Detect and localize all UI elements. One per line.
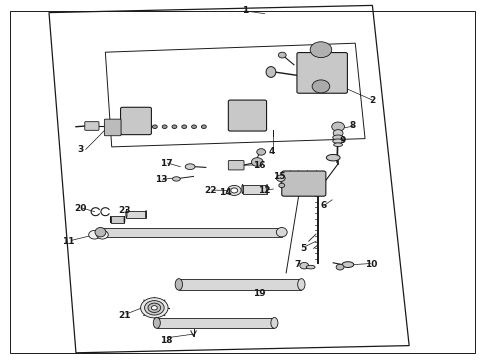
Circle shape [151, 306, 157, 310]
Circle shape [145, 301, 164, 315]
Text: 13: 13 [155, 175, 168, 184]
Bar [157, 318, 274, 328]
Ellipse shape [185, 164, 195, 170]
Bar [126, 211, 146, 218]
Text: 9: 9 [340, 136, 346, 145]
Circle shape [182, 125, 187, 129]
Circle shape [279, 183, 285, 188]
Ellipse shape [126, 211, 127, 218]
Text: 14: 14 [219, 188, 232, 197]
Circle shape [300, 262, 309, 269]
Bar [179, 279, 301, 290]
Circle shape [276, 175, 285, 181]
Ellipse shape [124, 216, 125, 223]
Ellipse shape [175, 279, 182, 290]
Circle shape [251, 158, 263, 166]
Circle shape [97, 230, 108, 239]
Text: 15: 15 [273, 172, 286, 181]
Circle shape [336, 264, 344, 270]
Circle shape [172, 125, 177, 129]
Circle shape [162, 125, 167, 129]
Text: 20: 20 [74, 204, 87, 213]
Ellipse shape [326, 154, 340, 161]
Text: 18: 18 [160, 336, 173, 345]
FancyBboxPatch shape [104, 119, 121, 136]
Text: 12: 12 [258, 186, 271, 195]
Ellipse shape [333, 139, 343, 143]
Ellipse shape [266, 67, 276, 77]
Text: 5: 5 [301, 244, 307, 253]
Circle shape [152, 125, 157, 129]
Circle shape [332, 122, 344, 131]
Circle shape [227, 185, 241, 195]
Text: 1: 1 [242, 6, 248, 15]
Circle shape [333, 130, 343, 137]
Bar [111, 216, 124, 223]
Text: 11: 11 [62, 237, 75, 246]
Text: 2: 2 [369, 96, 375, 105]
Circle shape [312, 80, 330, 93]
Text: 4: 4 [269, 147, 275, 156]
Text: 3: 3 [78, 145, 84, 154]
Ellipse shape [153, 318, 160, 328]
Text: 22: 22 [204, 186, 217, 195]
Circle shape [89, 230, 100, 239]
Circle shape [231, 188, 238, 193]
Circle shape [192, 125, 196, 129]
Bar [243, 184, 267, 194]
FancyBboxPatch shape [121, 107, 151, 135]
Circle shape [148, 303, 161, 312]
Ellipse shape [267, 184, 268, 194]
Circle shape [310, 42, 332, 58]
Text: 19: 19 [253, 289, 266, 298]
Ellipse shape [172, 177, 180, 181]
Ellipse shape [110, 216, 111, 223]
FancyBboxPatch shape [228, 161, 244, 170]
Ellipse shape [95, 228, 106, 237]
Circle shape [201, 125, 206, 129]
Text: 16: 16 [253, 161, 266, 170]
Bar [100, 228, 282, 237]
Ellipse shape [271, 318, 278, 328]
Ellipse shape [342, 262, 354, 267]
Text: 7: 7 [294, 260, 301, 269]
Ellipse shape [306, 265, 315, 269]
Ellipse shape [146, 211, 147, 218]
Ellipse shape [242, 184, 244, 194]
Text: 21: 21 [119, 310, 131, 320]
FancyBboxPatch shape [297, 53, 347, 93]
Text: 10: 10 [365, 260, 378, 269]
Circle shape [278, 52, 286, 58]
FancyBboxPatch shape [228, 100, 267, 131]
Ellipse shape [276, 228, 287, 237]
FancyBboxPatch shape [282, 171, 326, 196]
Text: 6: 6 [320, 201, 326, 210]
Text: 8: 8 [350, 122, 356, 130]
FancyBboxPatch shape [85, 122, 99, 130]
Text: 17: 17 [160, 159, 173, 168]
Circle shape [141, 298, 168, 318]
Text: 23: 23 [119, 206, 131, 215]
Ellipse shape [297, 279, 305, 290]
Ellipse shape [334, 143, 343, 147]
Ellipse shape [333, 135, 343, 140]
Circle shape [257, 149, 266, 155]
